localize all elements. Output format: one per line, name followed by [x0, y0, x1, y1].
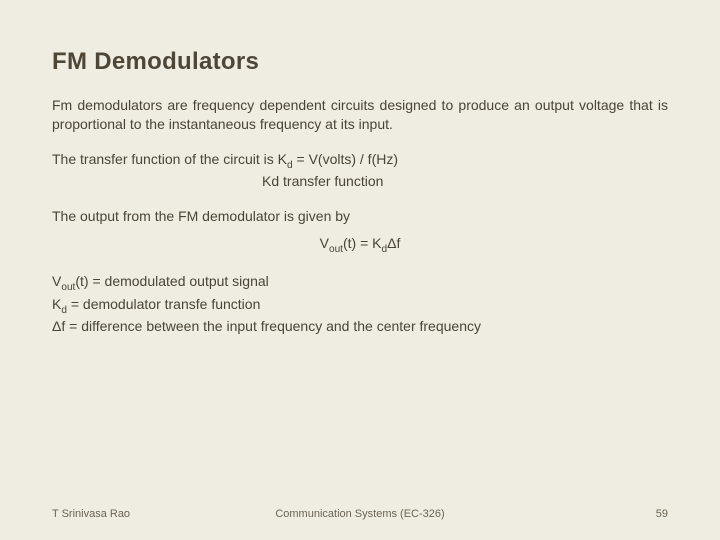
- transfer-function-paragraph: The transfer function of the circuit is …: [52, 150, 668, 191]
- slide-container: FM Demodulators Fm demodulators are freq…: [0, 0, 720, 540]
- def1-post: (t) = demodulated output signal: [75, 273, 268, 289]
- tf-line2: Kd transfer function: [52, 172, 668, 191]
- footer-course: Communication Systems (EC-326): [275, 508, 444, 520]
- def2-pre: K: [52, 296, 61, 312]
- def2-post: = demodulator transfe function: [67, 296, 260, 312]
- def1-pre: V: [52, 273, 61, 289]
- eq-v: V: [320, 235, 329, 251]
- slide-title: FM Demodulators: [52, 48, 668, 76]
- slide-body: Fm demodulators are frequency dependent …: [52, 96, 668, 336]
- output-equation: Vout(t) = KdΔf: [52, 234, 668, 256]
- footer-page-number: 59: [656, 508, 668, 520]
- definitions-block: Vout(t) = demodulated output signal Kd =…: [52, 272, 668, 336]
- tf-line1-pre: The transfer function of the circuit is …: [52, 151, 287, 167]
- intro-paragraph: Fm demodulators are frequency dependent …: [52, 96, 668, 134]
- eq-post: Δf: [387, 235, 400, 251]
- footer-author: T Srinivasa Rao: [52, 508, 130, 520]
- eq-mid: (t) = K: [343, 235, 382, 251]
- tf-line1-post: = V(volts) / f(Hz): [293, 151, 398, 167]
- output-intro: The output from the FM demodulator is gi…: [52, 207, 668, 226]
- slide-footer: T Srinivasa Rao Communication Systems (E…: [0, 508, 720, 520]
- eq-sub-out: out: [329, 244, 343, 255]
- def3: Δf = difference between the input freque…: [52, 318, 481, 334]
- def1-sub: out: [61, 282, 75, 293]
